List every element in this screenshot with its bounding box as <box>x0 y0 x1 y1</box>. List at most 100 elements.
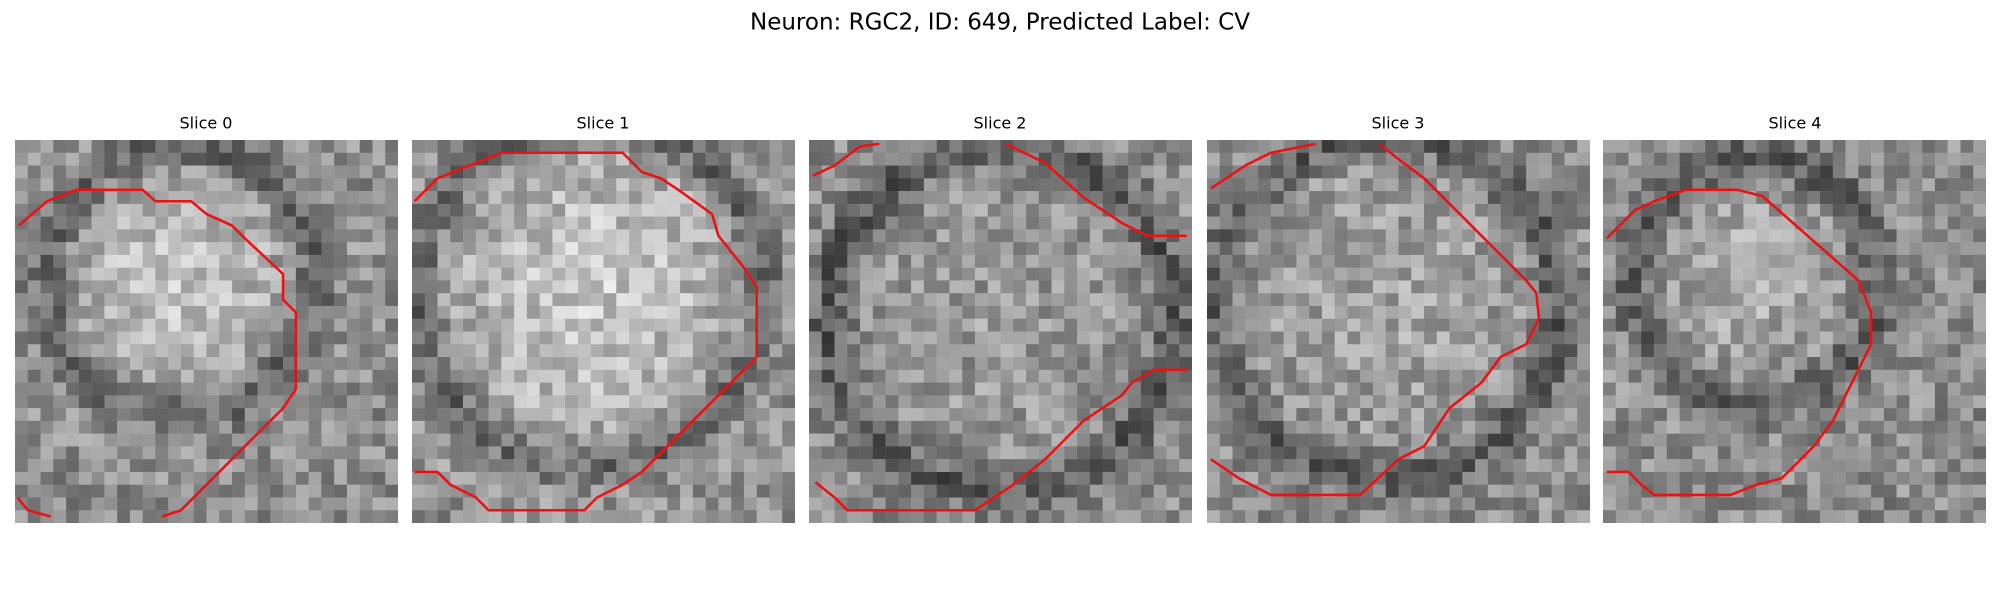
pixel <box>1179 497 1192 511</box>
pixel <box>1026 165 1040 179</box>
pixel <box>129 178 143 192</box>
pixel <box>232 191 246 205</box>
pixel <box>629 242 643 256</box>
pixel <box>1436 178 1450 192</box>
pixel <box>1909 254 1923 268</box>
pixel <box>974 459 988 473</box>
pixel <box>1013 178 1027 192</box>
pixel <box>782 331 795 345</box>
pixel <box>1883 152 1897 166</box>
pixel <box>475 395 489 409</box>
pixel <box>911 459 925 473</box>
pixel <box>155 420 169 434</box>
pixel <box>193 395 207 409</box>
pixel <box>232 203 246 217</box>
pixel <box>1115 369 1129 383</box>
pixel <box>1219 229 1233 243</box>
pixel <box>1654 165 1668 179</box>
pixel <box>1603 357 1617 371</box>
pixel <box>565 331 579 345</box>
pixel <box>1102 420 1116 434</box>
pixel <box>911 140 925 154</box>
pixel <box>1538 191 1552 205</box>
pixel <box>680 408 694 422</box>
pixel <box>731 382 745 396</box>
pixel <box>1781 191 1795 205</box>
pixel <box>1858 382 1872 396</box>
pixel <box>629 382 643 396</box>
pixel <box>1372 408 1386 422</box>
pixel <box>743 497 757 511</box>
pixel <box>1424 395 1438 409</box>
pixel <box>1730 357 1744 371</box>
pixel <box>1832 484 1846 498</box>
pixel <box>962 267 976 281</box>
pixel <box>501 497 515 511</box>
pixel <box>1845 344 1859 358</box>
pixel <box>731 216 745 230</box>
pixel <box>295 280 309 294</box>
pixel <box>1679 382 1693 396</box>
pixel <box>1871 178 1885 192</box>
pixel <box>1909 178 1923 192</box>
pixel <box>743 178 757 192</box>
pixel <box>53 382 67 396</box>
pixel <box>949 357 963 371</box>
pixel <box>1896 471 1910 485</box>
pixel <box>885 446 899 460</box>
pixel <box>1513 254 1527 268</box>
pixel <box>1064 408 1078 422</box>
pixel <box>1424 344 1438 358</box>
pixel <box>475 203 489 217</box>
pixel <box>962 165 976 179</box>
pixel <box>1768 344 1782 358</box>
pixel <box>1909 165 1923 179</box>
pixel <box>1615 471 1629 485</box>
pixel <box>782 267 795 281</box>
pixel <box>1296 357 1310 371</box>
pixel <box>1768 191 1782 205</box>
pixel <box>962 471 976 485</box>
pixel <box>206 446 220 460</box>
pixel <box>1102 357 1116 371</box>
pixel <box>1000 382 1014 396</box>
pixel <box>1641 408 1655 422</box>
pixel <box>692 152 706 166</box>
pixel <box>206 216 220 230</box>
slice-image <box>1603 140 1986 523</box>
pixel <box>1128 140 1142 154</box>
pixel <box>232 408 246 422</box>
pixel <box>1768 446 1782 460</box>
pixel <box>40 254 54 268</box>
pixel <box>654 152 668 166</box>
pixel <box>1309 305 1323 319</box>
pixel <box>40 267 54 281</box>
pixel <box>1603 242 1617 256</box>
pixel <box>1000 165 1014 179</box>
panel-title: Slice 2 <box>974 114 1027 133</box>
pixel <box>129 433 143 447</box>
pixel <box>898 152 912 166</box>
pixel <box>936 229 950 243</box>
pixel <box>1051 140 1065 154</box>
pixel <box>782 344 795 358</box>
pixel <box>1666 318 1680 332</box>
pixel <box>91 242 105 256</box>
pixel <box>359 382 373 396</box>
pixel <box>756 382 770 396</box>
pixel <box>923 293 937 307</box>
pixel <box>1219 446 1233 460</box>
pixel <box>437 280 451 294</box>
pixel <box>270 152 284 166</box>
pixel <box>1424 140 1438 154</box>
pixel <box>308 165 322 179</box>
pixel <box>1026 267 1040 281</box>
pixel <box>1128 280 1142 294</box>
pixel <box>1743 395 1757 409</box>
pixel <box>1270 471 1284 485</box>
pixel <box>1513 420 1527 434</box>
pixel <box>974 152 988 166</box>
pixel <box>78 382 92 396</box>
pixel <box>923 267 937 281</box>
pixel <box>1013 305 1027 319</box>
